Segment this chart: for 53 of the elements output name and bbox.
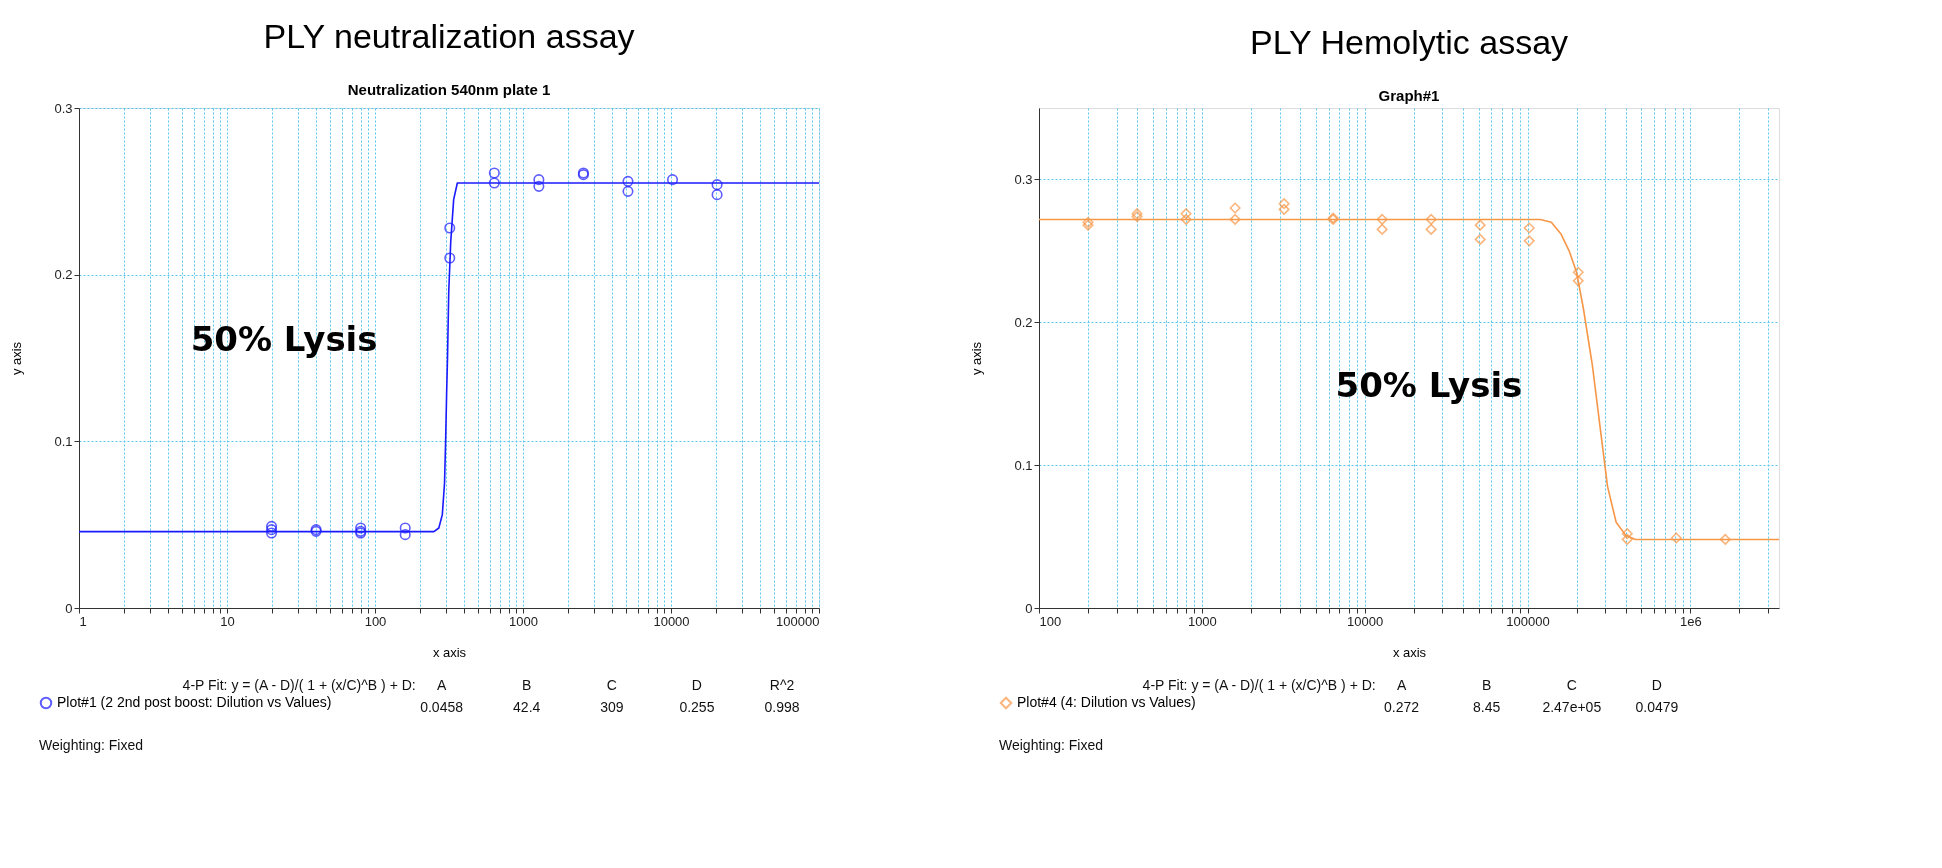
- legend-label: Plot#1 (2 2nd post boost: Dilution vs Values): [57, 694, 332, 710]
- y-axis-title: y axis: [9, 341, 25, 376]
- x-tick-label: 1000: [509, 613, 538, 629]
- text: 42.4: [513, 699, 541, 715]
- chart-subtitle: Graph#1: [1378, 87, 1440, 104]
- y-axis-title: y axis: [969, 341, 985, 376]
- text: B: [522, 677, 532, 693]
- text: C: [1566, 677, 1577, 693]
- y-tick-label: 0: [65, 600, 73, 616]
- text: 309: [600, 699, 624, 715]
- text: 4-P Fit: y = (A - D)/( 1 + (x/C)^B ) + D:: [182, 677, 416, 693]
- y-tick-label: 0.2: [1014, 314, 1033, 330]
- text: 0.0479: [1635, 699, 1679, 715]
- text: D: [691, 677, 702, 693]
- text: 2.47e+05: [1542, 699, 1602, 715]
- chart-subtitle: Neutralization 540nm plate 1: [347, 81, 551, 98]
- text: Weighting: Fixed: [999, 737, 1104, 753]
- x-tick-label: 10: [220, 613, 235, 629]
- legend-label: Plot#4 (4: Dilution vs Values): [1017, 694, 1196, 710]
- x-tick-label: 100: [1039, 613, 1062, 629]
- x-tick-label: 10000: [653, 613, 690, 629]
- text: 0.998: [764, 699, 800, 715]
- y-tick-label: 0.1: [1014, 457, 1033, 473]
- x-tick-label: 100000: [1506, 613, 1550, 629]
- annotation: 50% Lysis: [190, 319, 378, 360]
- text: Weighting: Fixed: [39, 737, 144, 753]
- y-tick-label: 0.3: [54, 100, 73, 116]
- x-tick-label: 100000: [776, 613, 820, 629]
- x-tick-label: 10000: [1347, 613, 1384, 629]
- y-tick-label: 0.2: [54, 267, 73, 283]
- annotation: 50% Lysis: [1335, 364, 1523, 405]
- text: D: [1651, 677, 1662, 693]
- y-tick-label: 0: [1025, 600, 1033, 616]
- text: 4-P Fit: y = (A - D)/( 1 + (x/C)^B ) + D:: [1142, 677, 1376, 693]
- x-axis-title: x axis: [432, 644, 467, 660]
- text: A: [1396, 677, 1407, 693]
- text: 8.45: [1473, 699, 1501, 715]
- x-tick-label: 1000: [1187, 613, 1217, 629]
- y-tick-label: 0.3: [1014, 171, 1033, 187]
- text: 0.255: [679, 699, 715, 715]
- y-tick-label: 0.1: [54, 433, 73, 449]
- text: B: [1482, 677, 1492, 693]
- chart-title: PLY Hemolytic assay: [1249, 23, 1569, 61]
- text: C: [606, 677, 617, 693]
- x-axis-title: x axis: [1392, 644, 1427, 660]
- text: 0.272: [1384, 699, 1420, 715]
- chart-title: PLY neutralization assay: [263, 17, 635, 55]
- x-tick-label: 100: [364, 613, 387, 629]
- text: 0.0458: [420, 699, 464, 715]
- x-tick-label: 1e6: [1680, 613, 1702, 629]
- text: A: [436, 677, 447, 693]
- text: R^2: [769, 677, 795, 693]
- x-tick-label: 1: [79, 613, 87, 629]
